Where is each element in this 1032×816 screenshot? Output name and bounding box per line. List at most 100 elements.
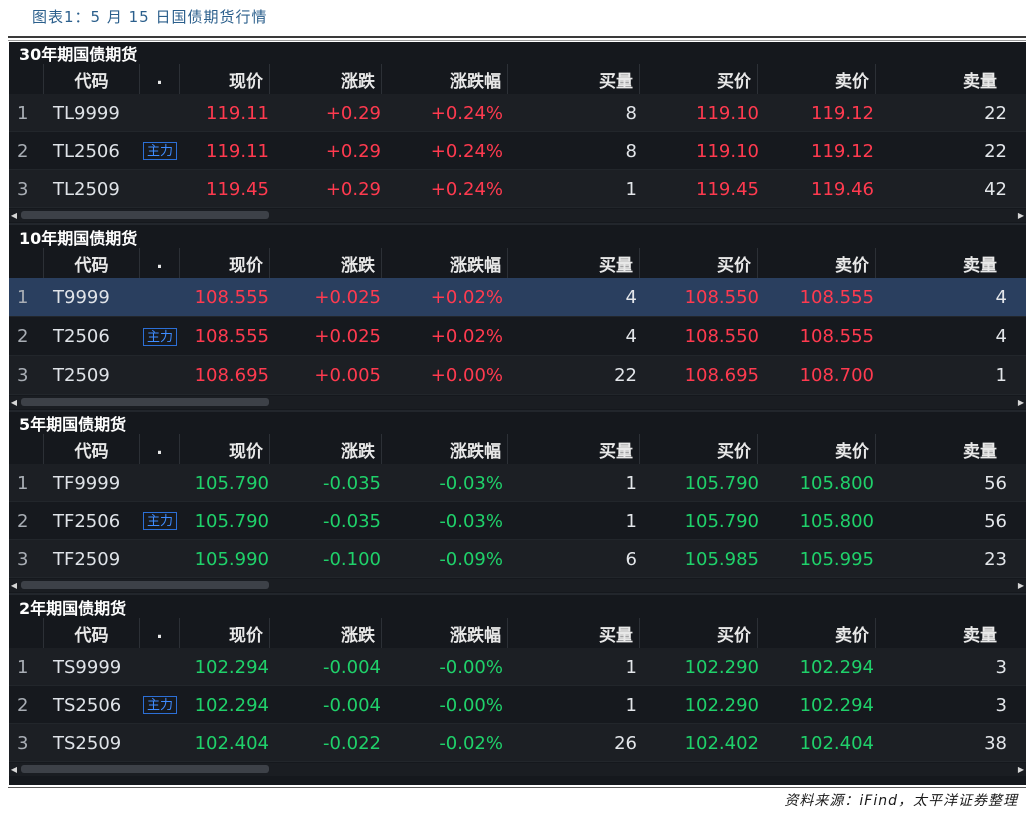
header-price[interactable]: 现价 [179, 64, 269, 94]
ask-volume: 4 [995, 287, 1007, 308]
price-change: -0.035 [322, 510, 381, 532]
header-ask[interactable]: 卖价 [757, 434, 875, 464]
header-change[interactable]: 涨跌 [269, 64, 381, 94]
row-separator [9, 685, 1026, 686]
header-pct[interactable]: 涨跌幅 [381, 434, 507, 464]
price-change: +0.29 [325, 140, 381, 162]
ask-volume: 1 [995, 365, 1007, 386]
header-bid[interactable]: 买价 [639, 618, 757, 648]
ask-price: 108.555 [799, 326, 874, 347]
scroll-thumb[interactable] [21, 581, 269, 589]
bid-volume: 8 [625, 102, 637, 124]
header-ask[interactable]: 卖价 [757, 248, 875, 278]
quote-row[interactable]: 3 TL2509 119.45 +0.29 +0.24% 1 119.45 119.46 42 [9, 170, 1026, 208]
header-dot[interactable]: . [139, 434, 179, 464]
header-ask-qty[interactable]: 卖量 [875, 618, 1003, 648]
row-separator [9, 207, 1026, 208]
price-change-pct: -0.00% [439, 656, 503, 678]
header-bid-qty[interactable]: 买量 [507, 434, 639, 464]
header-bid[interactable]: 买价 [639, 248, 757, 278]
header-dot[interactable]: . [139, 618, 179, 648]
ask-price: 105.995 [799, 548, 874, 570]
header-code[interactable]: 代码 [43, 618, 139, 648]
header-pct[interactable]: 涨跌幅 [381, 618, 507, 648]
header-code[interactable]: 代码 [43, 434, 139, 464]
contract-code: TL9999 [53, 102, 120, 124]
quote-row[interactable]: 1 TF9999 105.790 -0.035 -0.03% 1 105.790 105.80… [9, 464, 1026, 502]
section-title: 5年期国债期货 [19, 415, 127, 434]
scroll-right-arrow-icon[interactable]: ▶ [1017, 581, 1025, 590]
header-change[interactable]: 涨跌 [269, 434, 381, 464]
bid-price: 102.402 [684, 732, 759, 754]
scroll-left-arrow-icon[interactable]: ◀ [10, 211, 18, 220]
ask-price: 105.800 [799, 510, 874, 532]
scroll-left-arrow-icon[interactable]: ◀ [10, 398, 18, 407]
contract-code: TS2509 [53, 732, 122, 754]
header-bid-qty[interactable]: 买量 [507, 64, 639, 94]
header-ask-qty[interactable]: 卖量 [875, 64, 1003, 94]
header-bid-qty[interactable]: 买量 [507, 248, 639, 278]
header-change[interactable]: 涨跌 [269, 618, 381, 648]
quote-row[interactable]: 3 TF2509 105.990 -0.100 -0.09% 6 105.985 105.99… [9, 540, 1026, 578]
bid-price: 102.290 [684, 656, 759, 678]
horizontal-scrollbar[interactable]: ◀ ▶ [9, 763, 1026, 776]
section-title: 2年期国债期货 [19, 599, 127, 618]
source-note: 资料来源：iFind，太平洋证券整理 [784, 793, 1018, 809]
header-change[interactable]: 涨跌 [269, 248, 381, 278]
last-price: 108.555 [194, 287, 269, 308]
header-price[interactable]: 现价 [179, 434, 269, 464]
section-title: 30年期国债期货 [19, 45, 138, 64]
scroll-thumb[interactable] [21, 765, 269, 773]
contract-code: TL2506 [53, 140, 120, 162]
quote-row[interactable]: 1 TL9999 119.11 +0.29 +0.24% 8 119.10 119.12 22 [9, 94, 1026, 132]
horizontal-scrollbar[interactable]: ◀ ▶ [9, 209, 1026, 222]
header-code[interactable]: 代码 [43, 64, 139, 94]
quote-row[interactable]: 1 TS9999 102.294 -0.004 -0.00% 1 102.290 102.29… [9, 648, 1026, 686]
header-code[interactable]: 代码 [43, 248, 139, 278]
scroll-left-arrow-icon[interactable]: ◀ [10, 581, 18, 590]
scroll-right-arrow-icon[interactable]: ▶ [1017, 398, 1025, 407]
quote-row[interactable]: 1 T9999 108.555 +0.025 +0.02% 4 108.550 108.555… [9, 278, 1026, 317]
ask-price: 119.12 [811, 140, 874, 162]
row-index: 3 [17, 365, 29, 386]
scroll-thumb[interactable] [21, 211, 269, 219]
header-bid-qty[interactable]: 买量 [507, 618, 639, 648]
quote-row[interactable]: 2 TL2506 主力 119.11 +0.29 +0.24% 8 119.10 119.12 2… [9, 132, 1026, 170]
quote-row[interactable]: 2 T2506 主力 108.555 +0.025 +0.02% 4 108.550 108.5… [9, 317, 1026, 356]
scroll-left-arrow-icon[interactable]: ◀ [10, 765, 18, 774]
horizontal-scrollbar[interactable]: ◀ ▶ [9, 579, 1026, 592]
column-header-row: 代码. 现价 涨跌 涨跌幅 买量 买价 卖价 卖量 [9, 434, 1026, 464]
header-price[interactable]: 现价 [179, 618, 269, 648]
header-pct[interactable]: 涨跌幅 [381, 248, 507, 278]
price-change: -0.004 [322, 694, 381, 716]
header-ask[interactable]: 卖价 [757, 64, 875, 94]
ask-volume: 56 [984, 472, 1007, 494]
quote-row[interactable]: 3 TS2509 102.404 -0.022 -0.02% 26 102.402 102.4… [9, 724, 1026, 762]
header-bid[interactable]: 买价 [639, 64, 757, 94]
header-dot[interactable]: . [139, 64, 179, 94]
header-ask-qty[interactable]: 卖量 [875, 434, 1003, 464]
bid-price: 105.985 [684, 548, 759, 570]
price-change-pct: +0.24% [430, 178, 503, 200]
header-price[interactable]: 现价 [179, 248, 269, 278]
header-ask[interactable]: 卖价 [757, 618, 875, 648]
row-separator [9, 316, 1026, 317]
quote-row[interactable]: 2 TF2506 主力 105.790 -0.035 -0.03% 1 105.790 105.… [9, 502, 1026, 540]
scroll-thumb[interactable] [21, 398, 269, 406]
horizontal-scrollbar[interactable]: ◀ ▶ [9, 396, 1026, 409]
contract-code: TF2506 [53, 510, 121, 532]
quote-row[interactable]: 2 TS2506 主力 102.294 -0.004 -0.00% 1 102.290 102.… [9, 686, 1026, 724]
ask-price: 108.700 [799, 365, 874, 386]
quote-row[interactable]: 3 T2509 108.695 +0.005 +0.00% 22 108.695 108.70… [9, 356, 1026, 395]
header-dot[interactable]: . [139, 248, 179, 278]
row-index: 2 [17, 140, 29, 162]
scroll-right-arrow-icon[interactable]: ▶ [1017, 765, 1025, 774]
figure-caption: 图表1：5 月 15 日国债期货行情 [32, 8, 268, 26]
contract-code: TL2509 [53, 178, 120, 200]
header-ask-qty[interactable]: 卖量 [875, 248, 1003, 278]
header-bid[interactable]: 买价 [639, 434, 757, 464]
scroll-right-arrow-icon[interactable]: ▶ [1017, 211, 1025, 220]
header-pct[interactable]: 涨跌幅 [381, 64, 507, 94]
bid-price: 102.290 [684, 694, 759, 716]
section-title: 10年期国债期货 [19, 229, 138, 248]
